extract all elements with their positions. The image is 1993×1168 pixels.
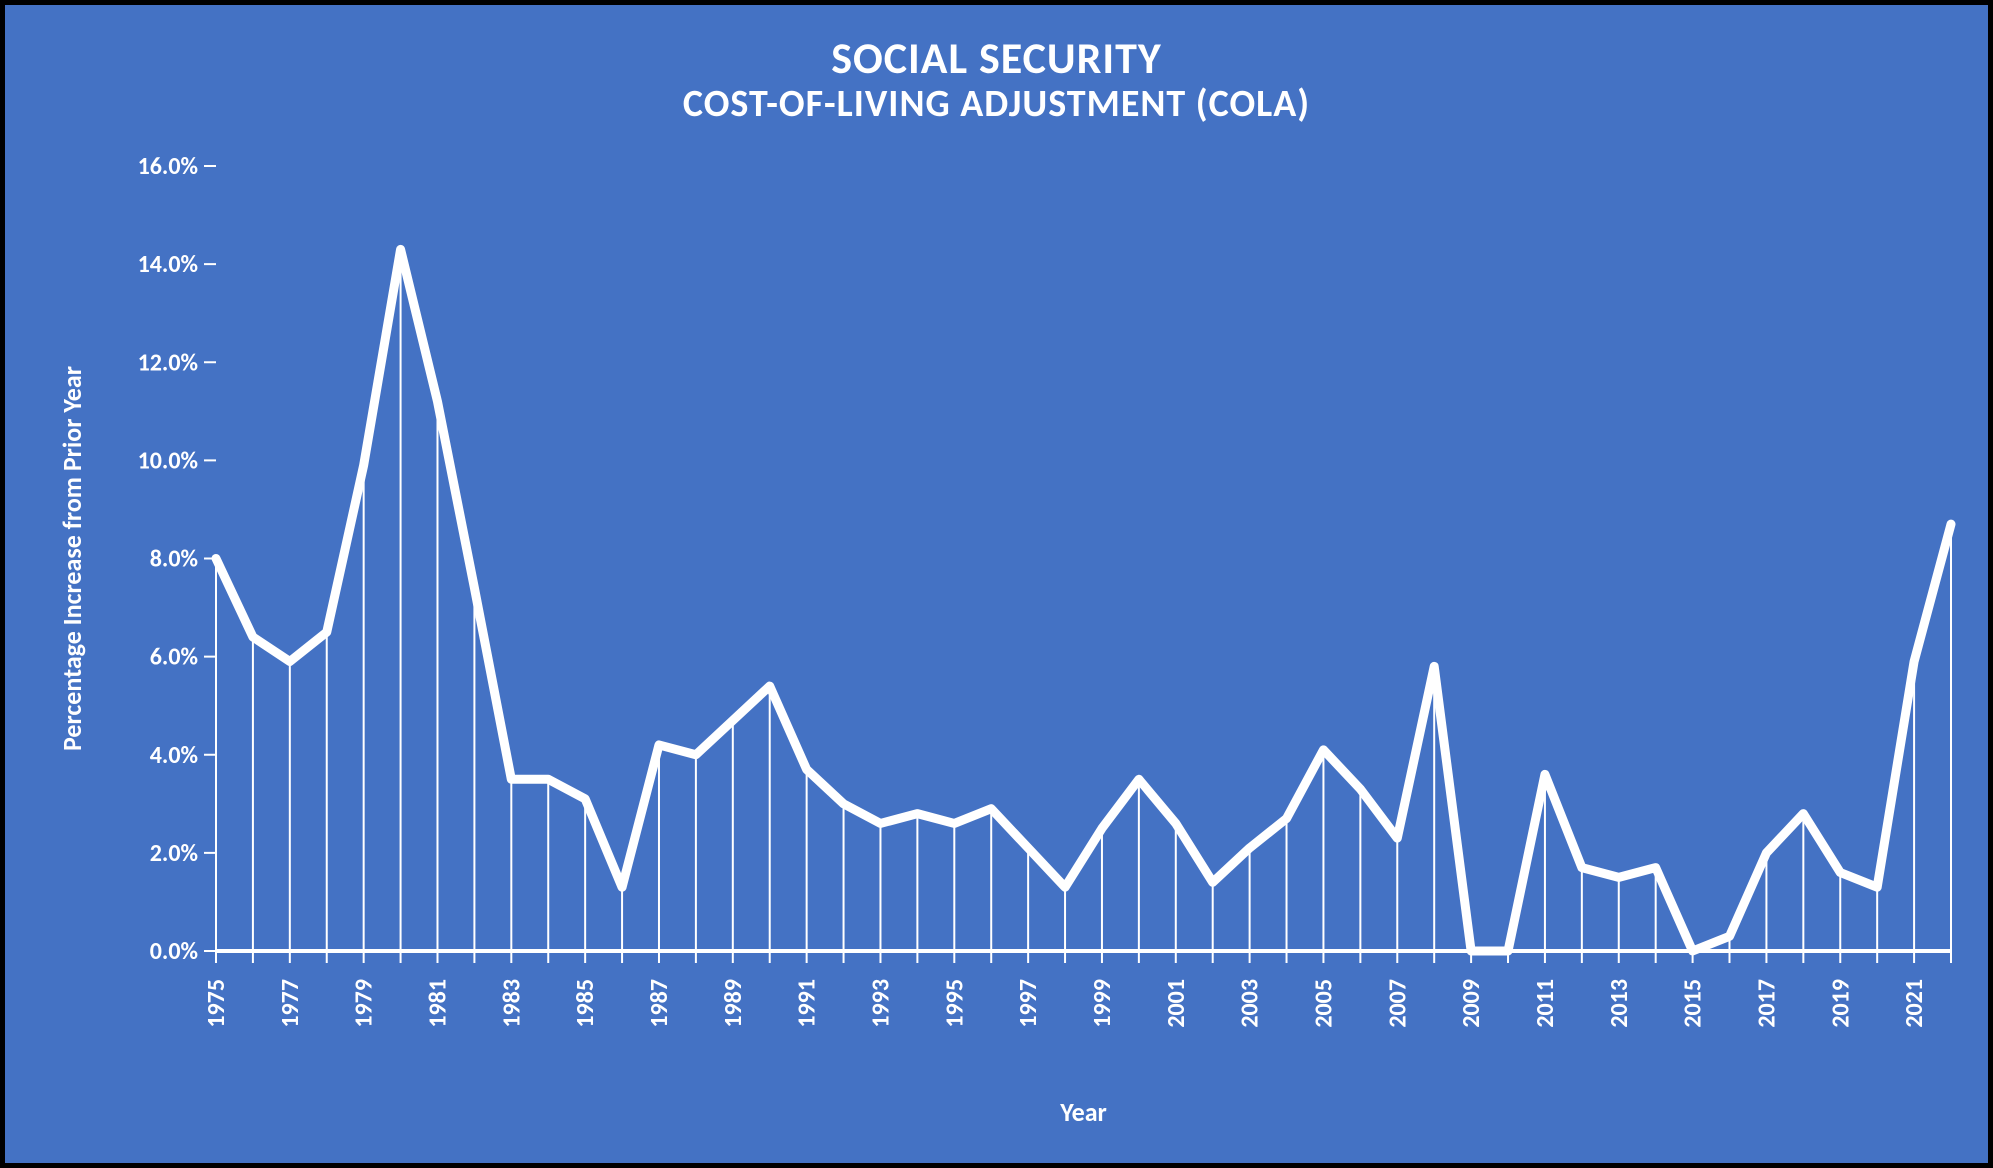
x-tick-label: 2009 [1457, 979, 1486, 1028]
x-tick-label: 2003 [1236, 979, 1265, 1028]
x-tick-label: 1977 [276, 979, 305, 1028]
y-tick-label: 16.0% [138, 152, 198, 181]
y-tick-label: 0.0% [150, 937, 198, 966]
x-tick-label: 2011 [1531, 979, 1560, 1028]
x-tick-label: 2021 [1900, 979, 1929, 1028]
x-tick-label: 1993 [866, 979, 895, 1028]
cola-series-line [216, 249, 1951, 951]
chart-inner: SOCIAL SECURITY COST-OF-LIVING ADJUSTMEN… [11, 11, 1982, 1157]
x-axis-label: Year [1059, 1096, 1107, 1128]
y-tick-label: 6.0% [150, 643, 198, 672]
x-tick-label: 1997 [1014, 979, 1043, 1028]
x-tick-label: 2001 [1162, 979, 1191, 1028]
x-tick-label: 1979 [350, 979, 379, 1028]
x-tick-label: 1983 [497, 979, 526, 1028]
chart-titles: SOCIAL SECURITY COST-OF-LIVING ADJUSTMEN… [11, 11, 1982, 127]
x-tick-label: 1991 [793, 979, 822, 1028]
x-tick-label: 2005 [1309, 979, 1338, 1028]
cola-line-chart: 0.0% 2.0% 4.0% 6.0% 8.0% 10.0% 12.0% 14.0% 16.0%… [11, 151, 1993, 1161]
chart-title-line2: COST-OF-LIVING ADJUSTMENT (COLA) [11, 81, 1982, 127]
chart-container: SOCIAL SECURITY COST-OF-LIVING ADJUSTMEN… [0, 0, 1993, 1168]
y-tick-label: 8.0% [150, 545, 198, 574]
x-tick-label: 1999 [1088, 979, 1117, 1028]
x-tick-label: 1995 [940, 979, 969, 1028]
x-tick-label: 2007 [1383, 979, 1412, 1028]
x-tick-label: 1981 [423, 979, 452, 1028]
x-tick-label: 1975 [202, 979, 231, 1028]
x-tick-label: 1985 [571, 979, 600, 1028]
x-tick-label: 2017 [1752, 979, 1781, 1028]
chart-title-line1: SOCIAL SECURITY [11, 31, 1982, 85]
y-axis-label: Percentage Increase from Prior Year [56, 366, 88, 751]
y-tick-label: 4.0% [150, 741, 198, 770]
y-tick-label: 2.0% [150, 839, 198, 868]
x-tick-label: 1987 [645, 979, 674, 1028]
x-tick-label: 2019 [1826, 979, 1855, 1028]
x-tick-label: 2015 [1679, 979, 1708, 1028]
x-tick-label: 1989 [719, 979, 748, 1028]
chart-plot-wrap: 0.0% 2.0% 4.0% 6.0% 8.0% 10.0% 12.0% 14.0% 16.0%… [11, 151, 1982, 1157]
x-tick-label: 2013 [1605, 979, 1634, 1028]
y-tick-label: 10.0% [138, 446, 198, 475]
y-tick-label: 14.0% [138, 250, 198, 279]
y-tick-label: 12.0% [138, 348, 198, 377]
